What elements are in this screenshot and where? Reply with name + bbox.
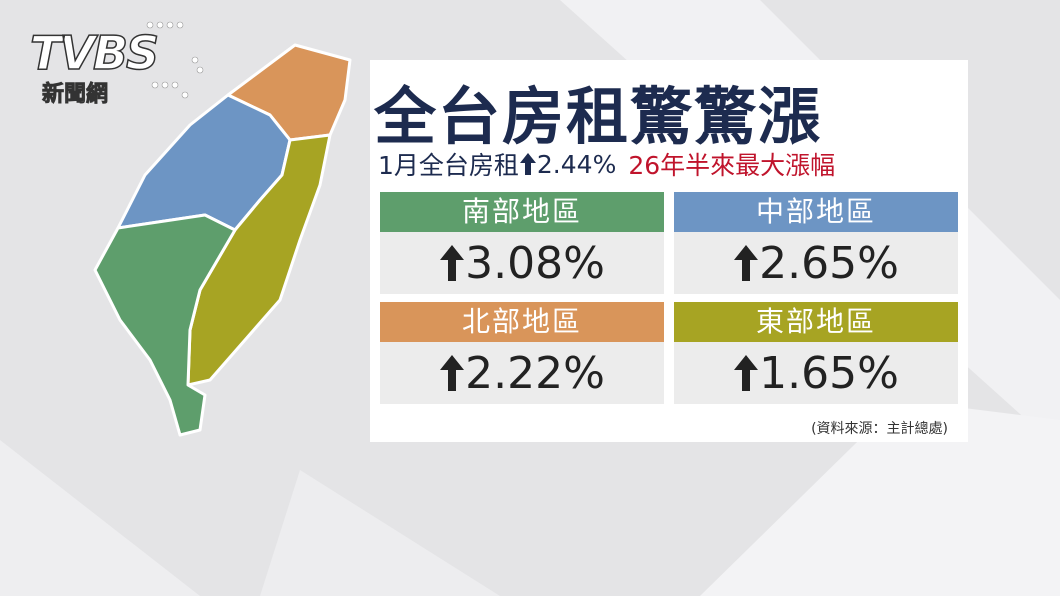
- logo-dots: [146, 21, 204, 99]
- region-cell: 中部地區 2.65%: [674, 192, 958, 294]
- subtitle-highlight: 26年半來最大漲幅: [628, 151, 836, 180]
- subtitle: 1月全台房租 2.44% 26年半來最大漲幅: [378, 146, 835, 182]
- up-arrow: [440, 245, 465, 281]
- logo-sub: 新聞網: [42, 82, 109, 108]
- region-value: 2.65%: [674, 232, 958, 294]
- region-value: 1.65%: [674, 342, 958, 404]
- subtitle-change: 2.44%: [536, 149, 617, 179]
- taiwan-map: [93, 43, 352, 437]
- region-change: 1.65%: [759, 347, 899, 399]
- region-cell: 南部地區 3.08%: [380, 192, 664, 294]
- logo: TVBS 新聞網: [29, 26, 160, 108]
- region-name: 北部地區: [380, 302, 664, 342]
- title: 全台房租驚驚漲: [374, 80, 823, 153]
- up-arrow: [519, 153, 536, 175]
- region-change: 3.08%: [465, 237, 605, 289]
- subtitle-lead: 1月全台房租: [378, 151, 519, 180]
- region-name: 南部地區: [380, 192, 664, 232]
- up-arrow: [734, 245, 759, 281]
- region-cell: 北部地區 2.22%: [380, 302, 664, 404]
- region-change: 2.22%: [465, 347, 605, 399]
- region-name: 東部地區: [674, 302, 958, 342]
- region-cell: 東部地區 1.65%: [674, 302, 958, 404]
- source: (資料來源：主計總處): [811, 421, 948, 437]
- up-arrow: [734, 355, 759, 391]
- region-change: 2.65%: [759, 237, 899, 289]
- region-value: 3.08%: [380, 232, 664, 294]
- logo-brand: TVBS: [29, 26, 160, 80]
- region-value: 2.22%: [380, 342, 664, 404]
- up-arrow: [440, 355, 465, 391]
- region-name: 中部地區: [674, 192, 958, 232]
